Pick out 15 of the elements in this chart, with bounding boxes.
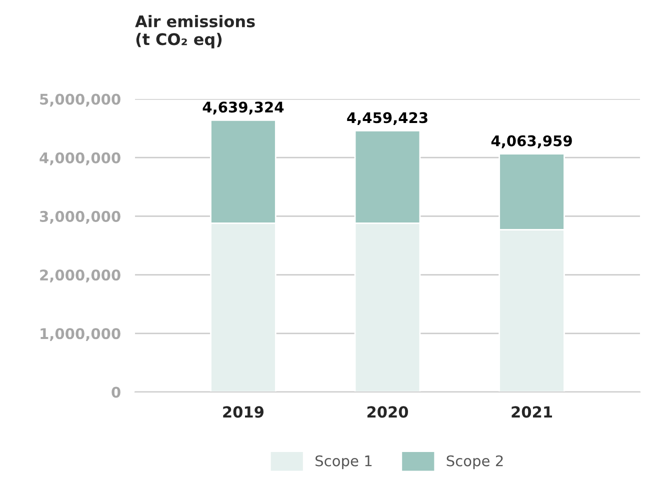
y-tick-label: 2,000,000 [40,270,120,282]
y-tick-label: 1,000,000 [40,328,120,342]
chart-title: Air emissions (t CO₂ eq) [135,15,255,48]
y-tick-label: 0 [112,386,120,398]
total-label: 4,063,959 [491,135,572,148]
legend-label: Scope 1 [316,455,372,470]
y-tick-label: 4,000,000 [40,152,120,166]
y-tick-label: 5,000,000 [40,94,120,107]
x-tick-label: 2020 [367,406,408,418]
total-label: 4,459,423 [347,112,428,126]
y-tick-label: 3,000,000 [40,210,120,224]
x-tick-label: 2019 [223,406,264,418]
x-tick-label: 2021 [512,406,552,418]
total-label: 4,639,324 [202,102,284,114]
legend-label: Scope 2 [446,455,503,470]
